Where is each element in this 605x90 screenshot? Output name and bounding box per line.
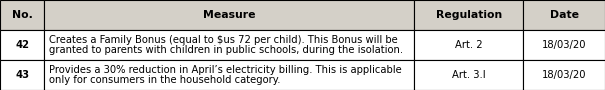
Text: Regulation: Regulation — [436, 10, 502, 20]
Bar — [0, 60, 44, 90]
Bar — [523, 0, 605, 30]
Bar — [44, 60, 414, 90]
Text: 42: 42 — [15, 40, 29, 50]
Bar — [44, 30, 414, 60]
Text: only for consumers in the household category.: only for consumers in the household cate… — [49, 75, 281, 85]
Bar — [414, 0, 523, 30]
Bar — [523, 30, 605, 60]
Text: Art. 2: Art. 2 — [455, 40, 483, 50]
Bar — [414, 60, 523, 90]
Text: Creates a Family Bonus (equal to $us 72 per child). This Bonus will be: Creates a Family Bonus (equal to $us 72 … — [49, 35, 397, 45]
Text: 43: 43 — [15, 70, 29, 80]
Text: 18/03/20: 18/03/20 — [542, 70, 586, 80]
Text: Art. 3.I: Art. 3.I — [452, 70, 486, 80]
Text: granted to parents with children in public schools, during the isolation.: granted to parents with children in publ… — [49, 45, 403, 55]
Bar — [0, 30, 44, 60]
Text: Date: Date — [550, 10, 578, 20]
Text: Provides a 30% reduction in April’s electricity billing. This is applicable: Provides a 30% reduction in April’s elec… — [49, 65, 402, 75]
Bar — [414, 30, 523, 60]
Bar — [0, 0, 44, 30]
Bar — [523, 60, 605, 90]
Text: No.: No. — [11, 10, 33, 20]
Text: Measure: Measure — [203, 10, 255, 20]
Bar — [44, 0, 414, 30]
Text: 18/03/20: 18/03/20 — [542, 40, 586, 50]
